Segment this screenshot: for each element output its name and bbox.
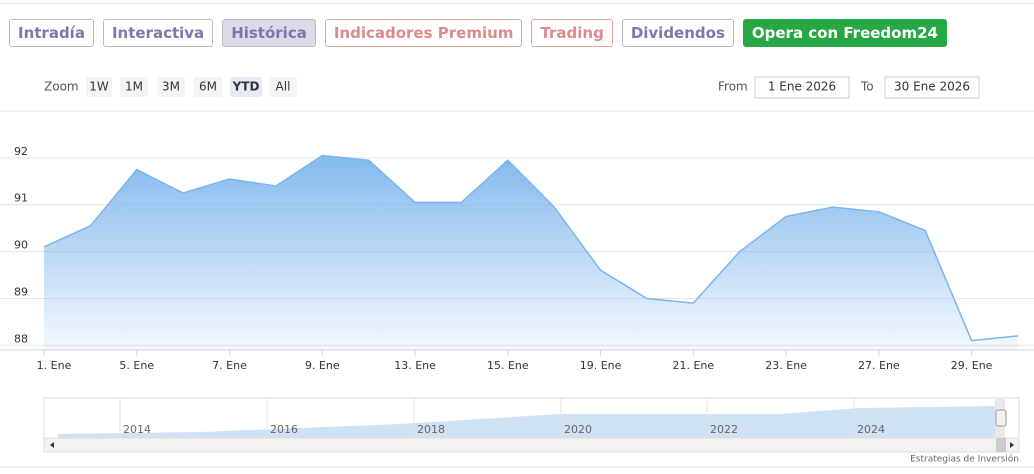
to-input[interactable] — [884, 76, 980, 99]
x-tick-label: 23. Ene — [765, 359, 807, 372]
navigator-year: 2020 — [564, 423, 592, 436]
zoom-button[interactable] — [194, 77, 222, 97]
x-tick-label: 13. Ene — [394, 359, 436, 372]
navigator-year: 2016 — [270, 423, 298, 436]
tab[interactable]: Interactiva — [102, 19, 214, 47]
zoom-button-label[interactable]: 1M — [125, 80, 143, 94]
x-tick-label: 27. Ene — [858, 359, 900, 372]
zoom-button[interactable] — [269, 77, 297, 97]
y-tick-label: 89 — [14, 285, 28, 298]
scroll-left[interactable] — [50, 442, 54, 448]
tab[interactable]: Dividendos — [621, 19, 734, 47]
x-tick-label: 29. Ene — [951, 359, 993, 372]
y-tick-label: 91 — [14, 192, 28, 205]
zoom-button[interactable] — [230, 77, 262, 97]
navigator-year: 2014 — [123, 423, 151, 436]
credit[interactable]: Estrategias de Inversión — [910, 454, 1019, 465]
zoom-label: Zoom — [44, 80, 79, 94]
zoom-button-label[interactable]: 3M — [162, 80, 180, 94]
zoom-button-label[interactable]: YTD — [232, 80, 260, 94]
x-tick-label: 21. Ene — [672, 359, 714, 372]
navigator-handle[interactable] — [995, 409, 1007, 427]
tab[interactable]: Indicadores Premium — [324, 19, 523, 47]
tab-bar: Intradía Interactiva Histórica Indicadores … — [9, 19, 947, 47]
navigator-area — [58, 406, 1000, 438]
to-date[interactable]: 30 Ene 2026 — [894, 80, 970, 94]
navigator-year: 2018 — [417, 423, 445, 436]
divider — [0, 3, 1034, 4]
area-line — [43, 154, 1019, 342]
scroll-right[interactable] — [1010, 442, 1014, 448]
from-date[interactable]: 1 Ene 2026 — [768, 80, 836, 94]
x-tick-label: 5. Ene — [119, 359, 154, 372]
y-tick-label: 88 — [14, 332, 28, 345]
x-tick-label: 15. Ene — [487, 359, 529, 372]
x-tick-label: 1. Ene — [37, 359, 72, 372]
zoom-button-label[interactable]: All — [276, 80, 291, 94]
from-label: From — [718, 80, 748, 94]
y-tick-label: 92 — [14, 145, 28, 158]
x-tick-label: 9. Ene — [305, 359, 340, 372]
area-fill — [44, 155, 1018, 350]
tab[interactable]: Opera con Freedom24 — [742, 19, 947, 47]
tab[interactable]: Intradía — [9, 19, 94, 47]
scrollbar[interactable] — [43, 437, 1020, 453]
scrollbar-thumb[interactable] — [996, 438, 1006, 452]
zoom-button[interactable] — [86, 77, 112, 97]
zoom-button[interactable] — [120, 77, 148, 97]
zoom-button[interactable] — [157, 77, 185, 97]
tab[interactable]: Trading — [531, 19, 613, 47]
navigator-year: 2022 — [710, 423, 738, 436]
y-tick-label: 90 — [14, 239, 28, 252]
navigator-year: 2024 — [857, 423, 885, 436]
to-label: To — [860, 80, 874, 94]
plot: 88 89 90 91 92 1. Ene 5. Ene 7. Ene 9. Ene 13. En… — [0, 145, 1034, 372]
zoom-button-label[interactable]: 1W — [89, 80, 109, 94]
x-tick-label: 7. Ene — [212, 359, 247, 372]
from-input[interactable] — [754, 76, 850, 99]
tab[interactable]: Histórica — [222, 19, 316, 47]
x-tick-label: 19. Ene — [580, 359, 622, 372]
zoom-button-label[interactable]: 6M — [199, 80, 217, 94]
